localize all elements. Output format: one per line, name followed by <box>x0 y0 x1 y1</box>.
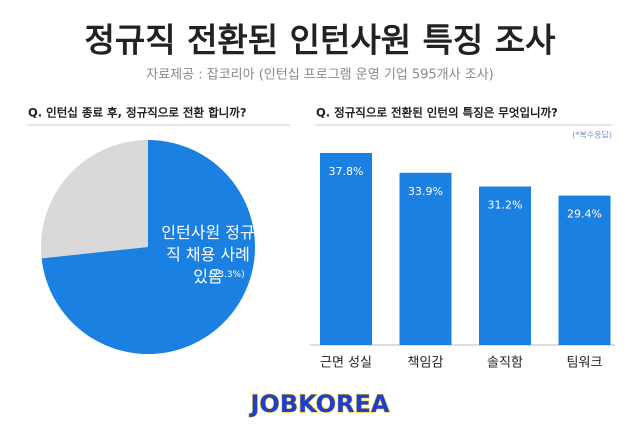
pie-label: 인턴사원 정규직 채용 사례 있음 <box>161 223 255 286</box>
bar <box>320 152 372 345</box>
value-label: 37.8% <box>329 165 364 178</box>
page-title: 정규직 전환된 인턴사원 특징 조사 <box>85 21 557 60</box>
x-tick-label: 팀워크 <box>567 356 603 371</box>
bar-question: Q. 정규직으로 전환된 인턴의 특징은 무엇입니까? <box>316 106 558 120</box>
pie-question: Q. 인턴십 종료 후, 정규직으로 전환 합니까? <box>28 106 247 120</box>
x-tick-label: 책임감 <box>408 356 444 371</box>
bar <box>399 172 452 345</box>
value-label: 29.4% <box>567 208 602 221</box>
subtitle: 자료제공 : 잡코리아 (인턴십 프로그램 운영 기업 595개사 조사) <box>146 68 493 83</box>
x-tick-label: 솔직함 <box>487 356 523 371</box>
pie-slice <box>41 140 255 354</box>
pie-value-label: (73.3%) <box>209 270 245 280</box>
value-label: 33.9% <box>408 185 443 198</box>
bar <box>558 195 611 345</box>
logo: JOBKOREA <box>249 390 390 418</box>
pie-slice <box>41 139 148 259</box>
bar <box>479 186 531 345</box>
note: (*복수응답) <box>572 130 612 140</box>
x-tick-label: 근면 성실 <box>320 356 372 371</box>
value-label: 31.2% <box>488 199 523 212</box>
